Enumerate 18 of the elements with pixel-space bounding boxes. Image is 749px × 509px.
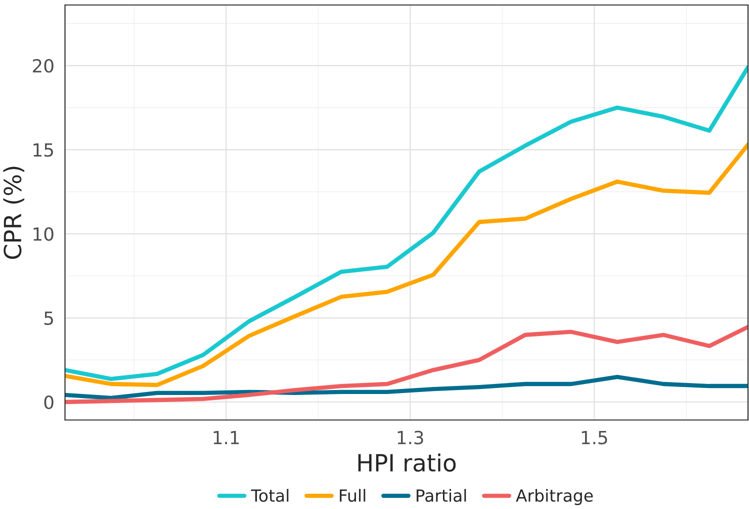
- line-series: [65, 65, 748, 382]
- x-tick-label: 1.1: [214, 430, 239, 444]
- x-tick-label: 1.5: [582, 430, 608, 444]
- legend-label: Total: [250, 488, 288, 502]
- line-series: [65, 324, 748, 404]
- y-tick-label: 10: [34, 227, 54, 241]
- x-axis-title: HPI ratio: [358, 453, 456, 472]
- legend-label: Arbitrage: [516, 488, 593, 506]
- line-series: [65, 142, 748, 388]
- y-axis-title: CPR (%): [3, 166, 24, 259]
- x-tick-label: 1.3: [398, 430, 424, 444]
- line-series: [65, 374, 748, 400]
- y-tick-label: 20: [32, 59, 54, 73]
- y-tick-label: 0: [44, 395, 54, 410]
- legend-label: Full: [340, 488, 366, 502]
- y-tick-label: 15: [34, 143, 54, 157]
- y-tick-label: 5: [44, 312, 54, 326]
- legend-label: Partial: [416, 488, 466, 502]
